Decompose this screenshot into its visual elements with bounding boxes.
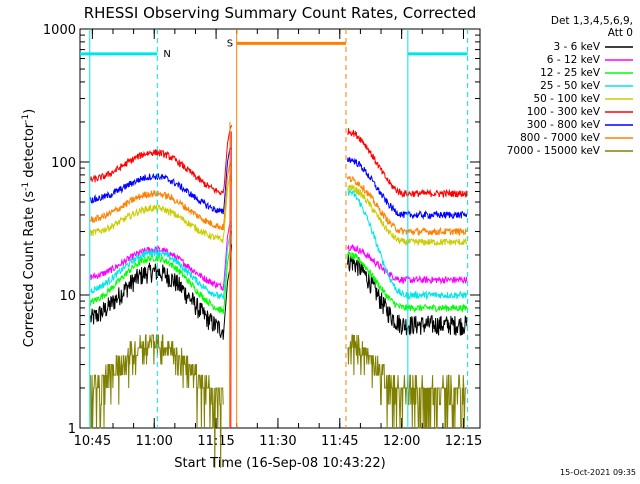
footer-timestamp: 15-Oct-2021 09:35 xyxy=(560,468,636,477)
y-tick-label: 1000 xyxy=(43,23,76,38)
series-line-pre xyxy=(91,125,232,195)
plot-frame xyxy=(80,29,480,428)
legend-label: 50 - 100 keV xyxy=(533,93,600,105)
legend-label: 12 - 25 keV xyxy=(540,67,601,79)
x-tick-label: 11:15 xyxy=(197,434,234,449)
chart-title: RHESSI Observing Summary Count Rates, Co… xyxy=(84,4,477,22)
y-tick-label: 100 xyxy=(51,156,76,171)
x-tick-label: 11:45 xyxy=(321,434,358,449)
series-line-post xyxy=(348,158,467,219)
x-tick-label: 10:45 xyxy=(74,434,111,449)
legend-header: Att 0 xyxy=(608,27,633,39)
series-line-post xyxy=(348,176,467,235)
x-tick-label: 11:00 xyxy=(135,434,172,449)
legend-label: 300 - 800 keV xyxy=(527,119,601,131)
y-axis-label: Corrected Count Rate (s-1 detector-1) xyxy=(21,109,37,347)
series-line-post xyxy=(348,245,467,283)
x-tick-label: 11:30 xyxy=(259,434,296,449)
series-line-post xyxy=(348,252,467,311)
legend-label: 800 - 7000 keV xyxy=(520,132,601,144)
legend-label: 25 - 50 keV xyxy=(540,80,601,92)
x-axis-label: Start Time (16-Sep-08 10:43:22) xyxy=(174,456,385,471)
flag-label: S xyxy=(227,38,233,49)
legend-label: 3 - 6 keV xyxy=(553,41,600,53)
x-tick-label: 12:15 xyxy=(445,434,482,449)
x-tick-label: 12:00 xyxy=(383,434,420,449)
legend-label: 6 - 12 keV xyxy=(547,54,601,66)
legend-header: Det 1,3,4,5,6,9, xyxy=(551,15,633,27)
y-tick-label: 10 xyxy=(59,289,76,304)
legend-label: 7000 - 15000 keV xyxy=(507,145,601,157)
flag-label: N xyxy=(163,49,170,60)
series-line-pre xyxy=(91,148,232,215)
series-line-post xyxy=(348,335,467,428)
legend-label: 100 - 300 keV xyxy=(527,106,601,118)
series-line-post xyxy=(348,128,467,197)
